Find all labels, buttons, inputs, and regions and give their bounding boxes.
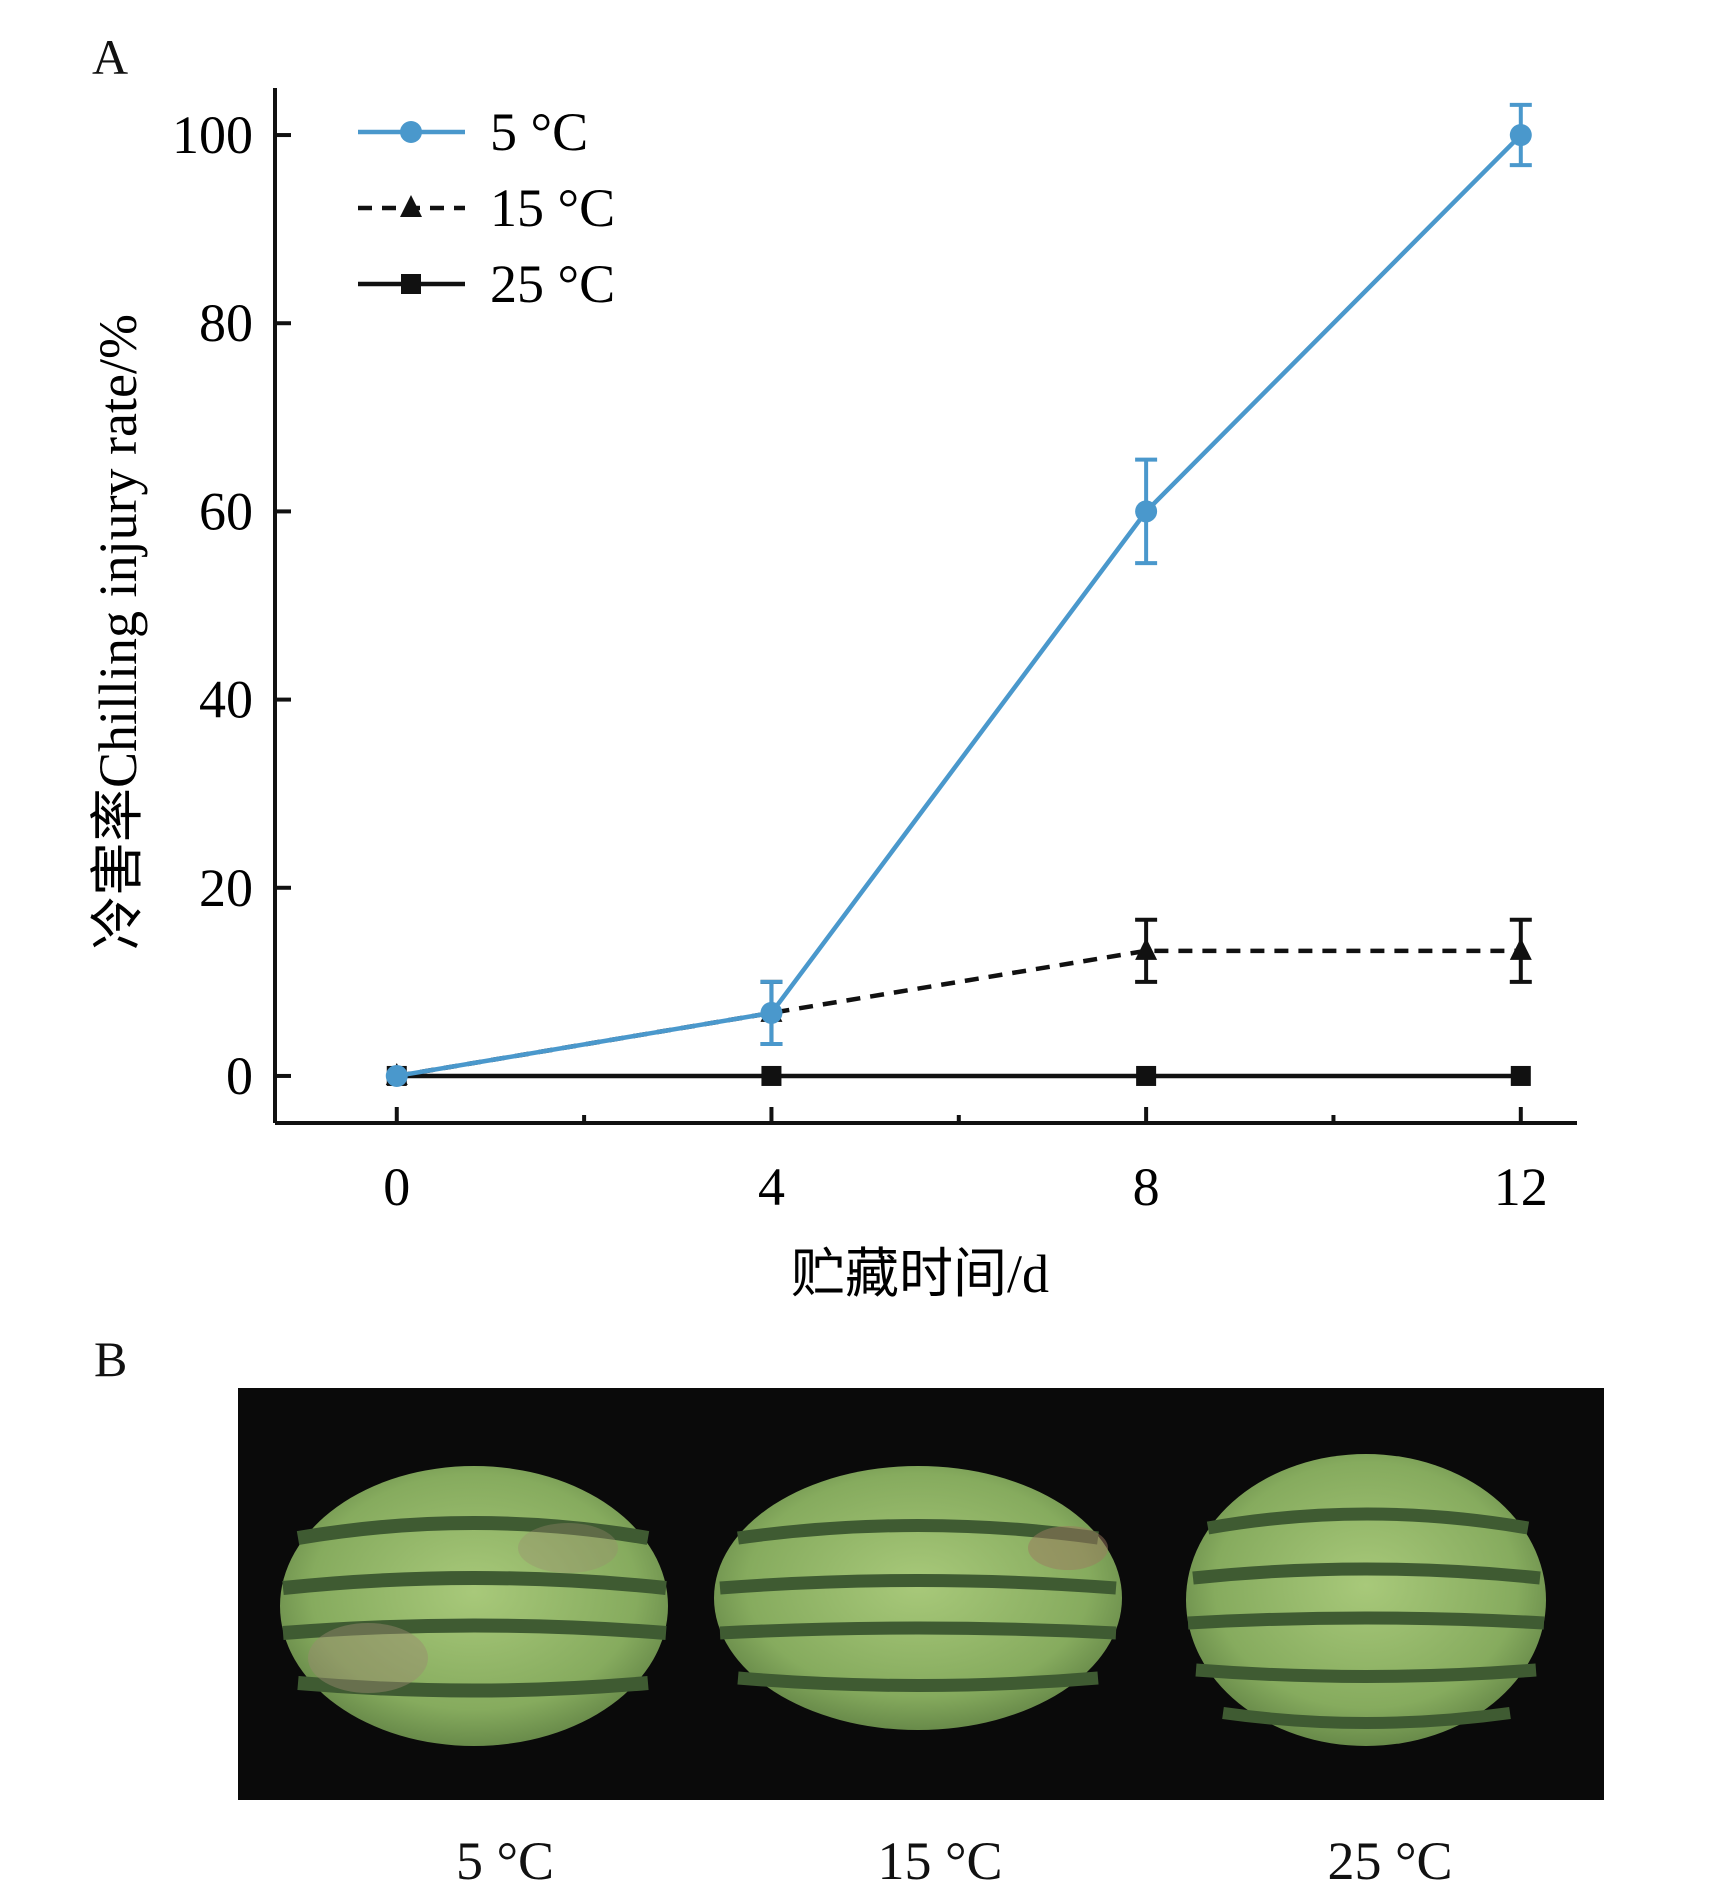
y-tick-label: 0 — [226, 1046, 253, 1106]
caption-5c: 5 °C — [455, 1831, 555, 1891]
x-tick-label: 12 — [1494, 1157, 1548, 1217]
panel-a-label: A — [92, 29, 129, 85]
marker-square — [401, 274, 421, 294]
marker-circle — [1135, 500, 1158, 523]
y-tick-label: 20 — [199, 858, 253, 918]
y-tick-label: 60 — [199, 481, 253, 541]
panel-b-label: B — [94, 1331, 128, 1387]
marker-square — [1136, 1065, 1157, 1086]
marker-circle — [760, 1001, 783, 1024]
series-line — [396, 948, 1521, 1079]
series-layer — [385, 102, 1532, 1087]
legend-label: 25 °C — [490, 254, 615, 314]
marker-triangle — [1509, 937, 1532, 960]
watermelon-15c — [714, 1466, 1122, 1730]
series-line — [396, 133, 1523, 1079]
y-tick-label: 100 — [172, 105, 253, 165]
caption-15c: 15 °C — [877, 1831, 1003, 1891]
watermelon-5c — [280, 1466, 668, 1746]
marker-circle — [385, 1064, 408, 1087]
x-tick-label: 0 — [383, 1157, 410, 1217]
marker-circle — [400, 121, 422, 143]
watermelon-25c — [1186, 1454, 1546, 1746]
legend-label: 15 °C — [490, 178, 615, 238]
marker-circle — [1509, 124, 1532, 147]
x-tick-label: 8 — [1133, 1157, 1160, 1217]
marker-triangle — [1135, 937, 1158, 960]
chilling-injury-chart: 0 20 40 60 80 100 0 4 8 12 5 °C 15 °C 25 °C 冷害率Chil… — [88, 88, 1577, 1304]
watermelon-photo — [238, 1388, 1604, 1800]
chart-legend: 5 °C 15 °C 25 °C — [358, 102, 615, 314]
marker-triangle — [400, 195, 422, 217]
legend-label: 5 °C — [490, 102, 588, 162]
series-1 — [385, 917, 1532, 1085]
chart-axes: 0 20 40 60 80 100 0 4 8 12 — [172, 88, 1577, 1217]
series-0 — [385, 102, 1532, 1087]
y-axis-label: 冷害率Chilling injury rate/% — [88, 314, 148, 950]
x-tick-label: 4 — [758, 1157, 785, 1217]
series-2 — [386, 1065, 1531, 1086]
x-axis-label: 贮藏时间/d — [791, 1244, 1049, 1304]
marker-square — [1510, 1065, 1531, 1086]
caption-25c: 25 °C — [1327, 1831, 1453, 1891]
y-tick-label: 40 — [199, 670, 253, 730]
y-tick-label: 80 — [199, 293, 253, 353]
marker-square — [761, 1065, 782, 1086]
